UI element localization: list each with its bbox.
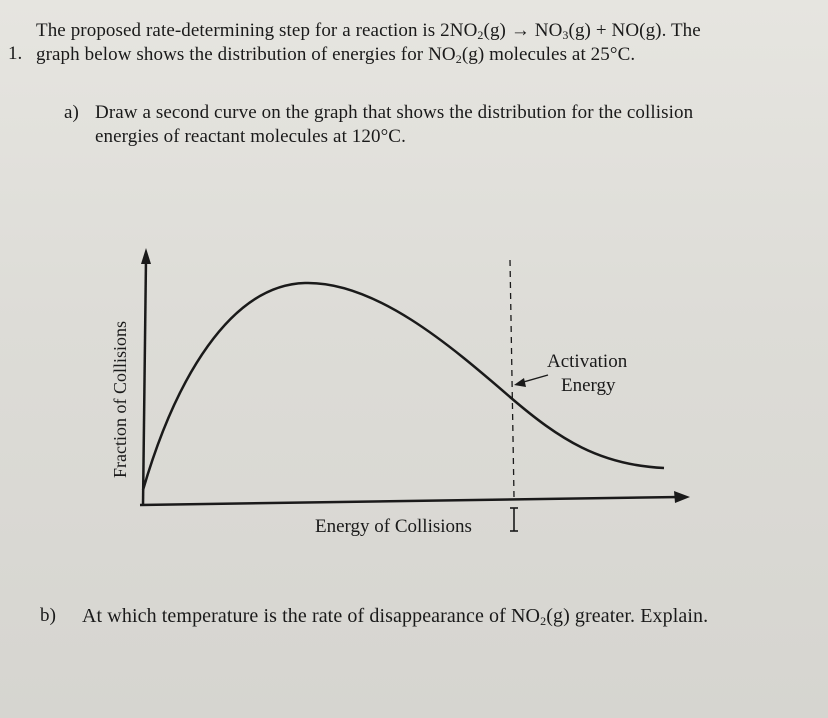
question-intro-line1: The proposed rate-determining step for a… <box>36 20 701 42</box>
text-ibeam-icon <box>510 507 518 532</box>
activation-energy-line <box>509 259 515 498</box>
x-axis-label: Energy of Collisions <box>315 516 472 537</box>
x-axis <box>139 495 681 507</box>
x-axis-arrowhead <box>674 491 690 503</box>
activation-label-line1: Activation <box>547 351 628 372</box>
distribution-curve <box>141 281 665 491</box>
question-number: 1. <box>8 43 23 64</box>
y-axis-label: Fraction of Collisions <box>110 321 130 478</box>
question-intro-line2: graph below shows the distribution of en… <box>36 44 636 66</box>
activation-label-line2: Energy <box>561 375 616 396</box>
y-axis <box>141 257 148 506</box>
part-a-label: a) <box>64 102 79 123</box>
y-axis-arrowhead <box>141 248 151 264</box>
part-a-line1: Draw a second curve on the graph that sh… <box>95 102 694 123</box>
part-b-question: At which temperature is the rate of disa… <box>82 605 709 628</box>
activation-pointer-arrowhead <box>514 378 526 387</box>
part-b-label: b) <box>40 605 57 626</box>
part-a-line2: energies of reactant molecules at 120°C. <box>95 126 406 147</box>
